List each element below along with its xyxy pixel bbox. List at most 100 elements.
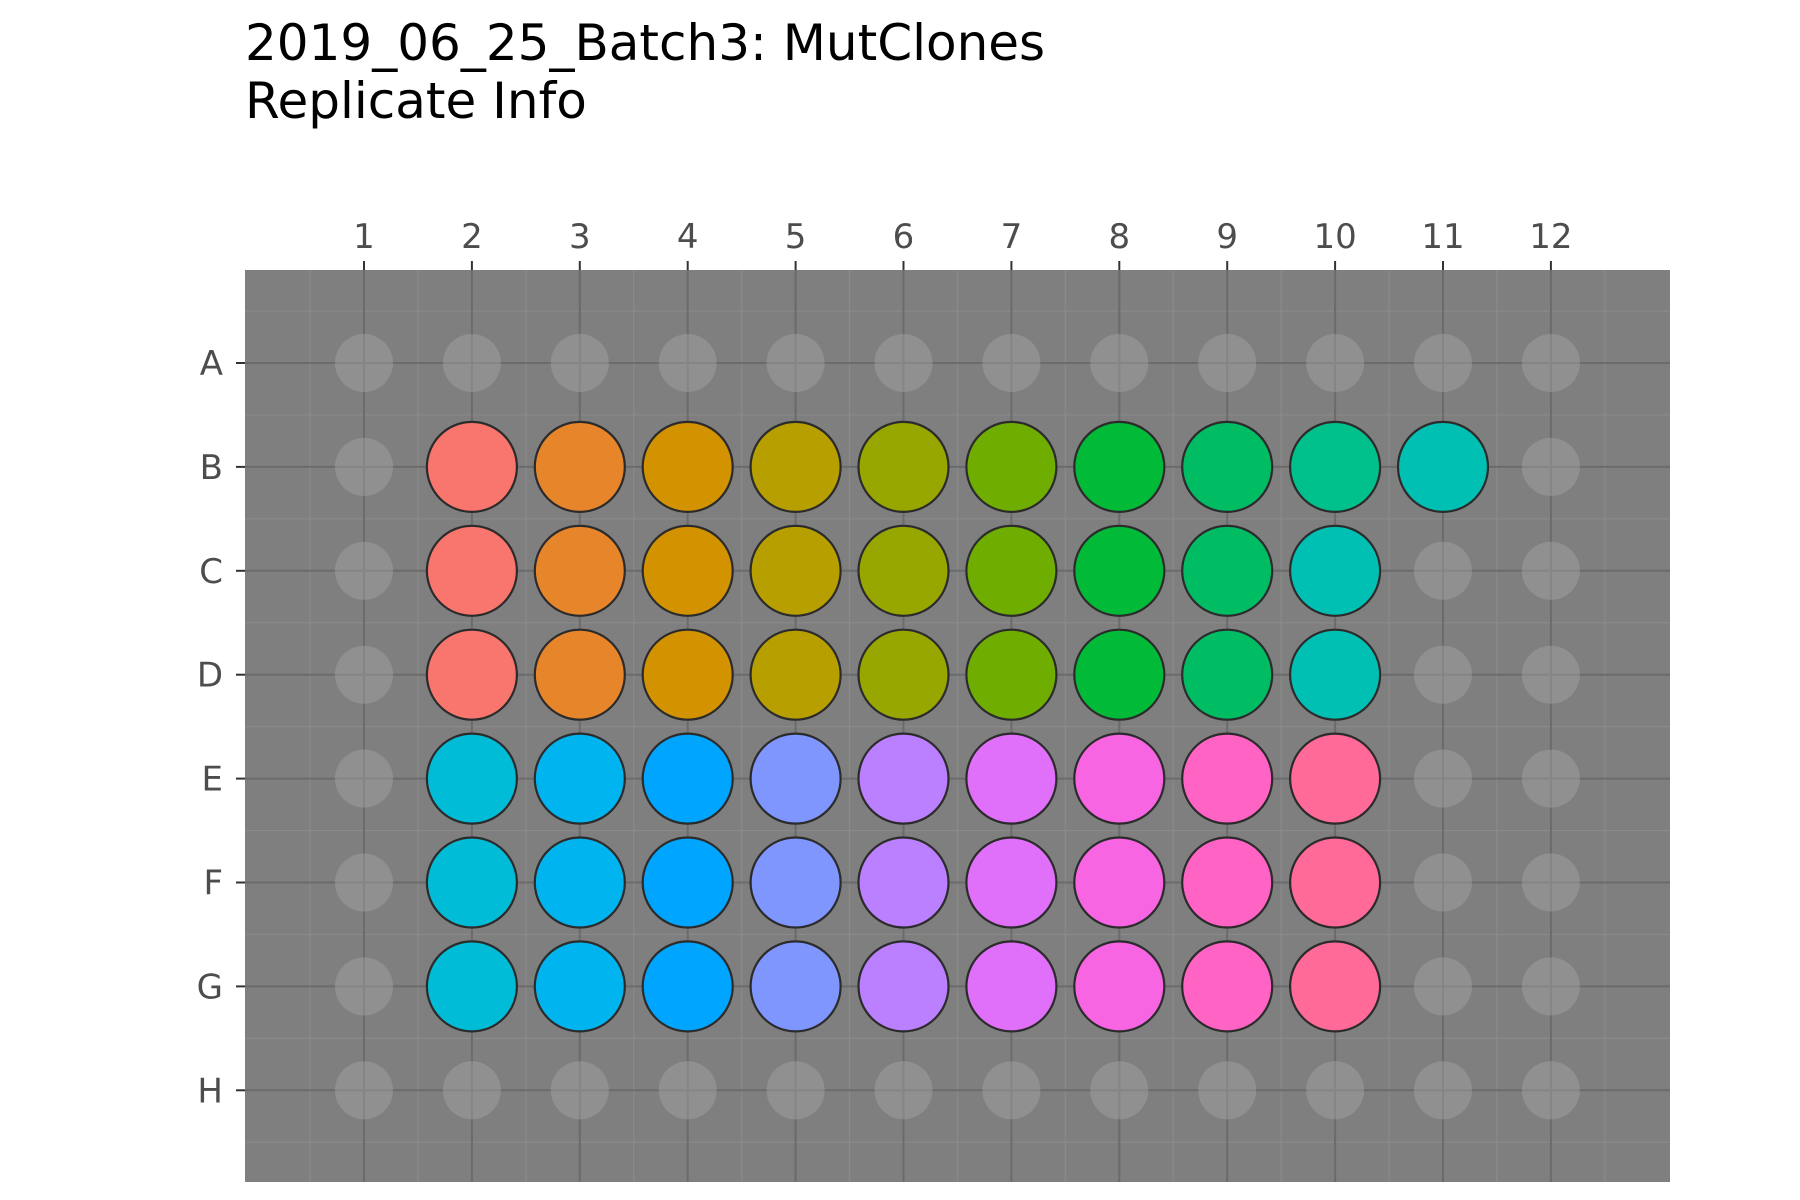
empty-well-A8 [1090,334,1149,392]
x-tick-label-12: 12 [1529,217,1572,257]
well-D7 [965,628,1058,721]
y-tick-label-B: B [200,448,223,488]
well-B10 [1288,420,1382,513]
y-tick-label-A: A [200,344,223,384]
empty-well-A6 [874,334,933,392]
well-D8 [1073,628,1166,721]
well-B5 [749,420,842,513]
empty-well-G12 [1521,957,1580,1016]
empty-well-H12 [1521,1061,1580,1120]
empty-well-H5 [766,1061,825,1120]
empty-well-D11 [1414,645,1472,704]
x-tick-label-3: 3 [569,217,591,257]
well-D10 [1288,628,1382,721]
well-C2 [425,524,518,617]
y-tick-label-F: F [203,864,223,904]
well-G9 [1181,940,1274,1033]
empty-well-C1 [335,541,393,600]
empty-well-F11 [1414,853,1472,912]
empty-well-A7 [982,334,1041,392]
well-F7 [965,836,1058,929]
well-F6 [857,836,950,929]
well-D9 [1181,628,1274,721]
empty-well-H10 [1306,1061,1365,1120]
x-tick-label-4: 4 [677,217,699,257]
filled-wells [425,420,1490,1033]
x-tick-label-1: 1 [353,217,375,257]
well-C7 [965,524,1058,617]
y-tick-label-C: C [199,552,223,592]
empty-well-A5 [766,334,825,392]
x-tick-label-11: 11 [1421,217,1464,257]
well-G7 [965,940,1058,1033]
well-B2 [425,420,518,513]
well-D6 [857,628,950,721]
y-tick-label-H: H [197,1071,223,1111]
well-F4 [641,836,734,929]
empty-well-F12 [1521,853,1580,912]
empty-well-C11 [1414,541,1472,600]
empty-well-A10 [1306,334,1365,392]
empty-well-B1 [335,437,393,496]
empty-well-A1 [335,334,393,392]
empty-well-A4 [658,334,717,392]
well-G4 [641,940,734,1033]
well-F8 [1073,836,1166,929]
x-tick-label-7: 7 [1001,217,1023,257]
well-E3 [533,732,626,825]
empty-well-A12 [1521,334,1580,392]
empty-well-C12 [1521,541,1580,600]
well-E4 [641,732,734,825]
well-D4 [641,628,734,721]
well-F10 [1288,836,1382,929]
well-G5 [749,940,842,1033]
empty-well-A3 [550,334,609,392]
well-F9 [1181,836,1274,929]
empty-well-H8 [1090,1061,1149,1120]
chart-subtitle: Replicate Info [245,72,587,130]
y-tick-label-G: G [197,967,223,1007]
well-C5 [749,524,842,617]
well-G6 [857,940,950,1033]
well-G8 [1073,940,1166,1033]
empty-well-E1 [335,749,393,808]
well-C9 [1181,524,1274,617]
empty-well-H9 [1198,1061,1257,1120]
empty-well-B12 [1521,437,1580,496]
well-E10 [1288,732,1382,825]
well-C10 [1288,524,1382,617]
empty-well-F1 [335,853,393,912]
well-F5 [749,836,842,929]
well-E8 [1073,732,1166,825]
well-B3 [533,420,626,513]
well-E9 [1181,732,1274,825]
empty-well-H6 [874,1061,933,1120]
empty-well-D1 [335,645,393,704]
empty-well-H3 [550,1061,609,1120]
empty-well-A2 [442,334,501,392]
empty-well-E11 [1414,749,1472,808]
well-F3 [533,836,626,929]
empty-well-D12 [1521,645,1580,704]
empty-well-H1 [335,1061,393,1120]
well-B9 [1181,420,1274,513]
well-G2 [425,940,518,1033]
x-tick-label-9: 9 [1216,217,1238,257]
y-tick-label-E: E [202,760,223,800]
well-B4 [641,420,734,513]
well-C4 [641,524,734,617]
empty-well-G11 [1414,957,1472,1016]
well-E2 [425,732,518,825]
empty-well-A9 [1198,334,1257,392]
well-E6 [857,732,950,825]
chart-title-line1: 2019_06_25_Batch3: MutClones [245,14,1046,72]
empty-well-A11 [1414,334,1472,392]
empty-well-H2 [442,1061,501,1120]
x-tick-label-5: 5 [785,217,807,257]
empty-well-H7 [982,1061,1041,1120]
well-G3 [533,940,626,1033]
well-B11 [1396,420,1490,513]
well-C6 [857,524,950,617]
well-E5 [749,732,842,825]
